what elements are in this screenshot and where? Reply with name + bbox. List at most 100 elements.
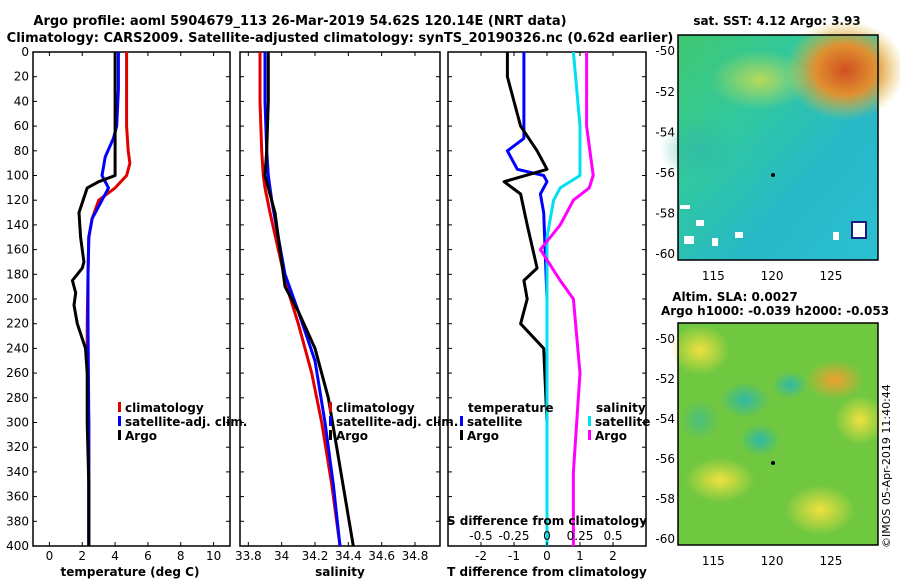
legend-swatch-argo bbox=[118, 430, 121, 440]
temperature-plot bbox=[70, 52, 132, 546]
legend-title-salinity: salinity bbox=[596, 401, 646, 415]
x-tick-label: 33.8 bbox=[235, 549, 262, 563]
sst-map bbox=[660, 20, 900, 261]
sst-map-title: sat. SST: 4.12 Argo: 3.93 bbox=[693, 14, 860, 28]
legend-swatch-t-argo bbox=[460, 430, 463, 440]
legend-label-climatology: climatology bbox=[125, 401, 204, 415]
legend-label-argo: Argo bbox=[125, 429, 157, 443]
sla-cyan-region bbox=[720, 382, 770, 418]
sst-missing-data bbox=[833, 232, 839, 240]
x-tick-label: 0 bbox=[543, 549, 551, 563]
sst-missing-data bbox=[735, 232, 743, 238]
y-tick-label: 340 bbox=[6, 465, 29, 479]
series-line-s-satellite bbox=[545, 52, 582, 546]
series-line-climatology bbox=[258, 52, 342, 546]
x2-tick-label: 0.5 bbox=[603, 529, 622, 543]
legend-swatch-climatology bbox=[118, 402, 121, 412]
sst-missing-data bbox=[696, 220, 704, 226]
sst-map-frame bbox=[677, 34, 879, 261]
sst-warm-region bbox=[785, 20, 900, 120]
salinity-plot bbox=[258, 52, 355, 546]
y-tick-label: 320 bbox=[6, 440, 29, 454]
y-tick-label: 400 bbox=[6, 539, 29, 553]
y-tick-label: 20 bbox=[14, 70, 29, 84]
map-y-tick-label: -60 bbox=[655, 532, 675, 546]
argo-location-marker bbox=[771, 173, 775, 177]
sla-cyan-region bbox=[740, 424, 780, 456]
sla-yellow-region bbox=[670, 325, 730, 375]
legend-label-s-argo: Argo bbox=[595, 429, 627, 443]
legend-title-temperature: temperature bbox=[468, 401, 553, 415]
x-tick-label: 2 bbox=[78, 549, 86, 563]
x-tick-label: 34.4 bbox=[335, 549, 362, 563]
map-y-tick-label: -52 bbox=[655, 372, 675, 386]
x-tick-label: 1 bbox=[576, 549, 584, 563]
sla-map bbox=[670, 322, 885, 546]
sla-map-title-1: Altim. SLA: 0.0027 bbox=[672, 290, 798, 304]
map-y-tick-label: -58 bbox=[655, 492, 675, 506]
map-y-tick-label: -58 bbox=[655, 206, 675, 220]
sst-missing-data bbox=[712, 238, 718, 246]
y-tick-label: 40 bbox=[14, 94, 29, 108]
x-tick-label: 34.8 bbox=[402, 549, 429, 563]
y-tick-label: 120 bbox=[6, 193, 29, 207]
sst-cyan-region bbox=[660, 120, 740, 180]
x-tick-label: 2 bbox=[609, 549, 617, 563]
x-tick-label: 10 bbox=[206, 549, 221, 563]
legend-swatch-t-satellite bbox=[460, 416, 463, 426]
sla-cyan-region bbox=[772, 371, 808, 399]
y-tick-label: 380 bbox=[6, 514, 29, 528]
temperature-axis-label: temperature (deg C) bbox=[61, 565, 200, 579]
legend-label-t-satellite: satellite bbox=[467, 415, 522, 429]
difference-plot bbox=[502, 52, 595, 546]
x-tick-label: 8 bbox=[177, 549, 185, 563]
axes: 0204060801001201401601802002202402602803… bbox=[6, 44, 842, 568]
sla-orange-region bbox=[805, 360, 865, 400]
map-y-tick-label: -50 bbox=[655, 332, 675, 346]
y-tick-label: 260 bbox=[6, 366, 29, 380]
x-tick-label: 4 bbox=[111, 549, 119, 563]
legend-label-s-satellite: satellite bbox=[595, 415, 650, 429]
difference-legend: temperature satellite Argo salinity sate… bbox=[460, 401, 650, 443]
y-tick-label: 200 bbox=[6, 292, 29, 306]
temperature-panel-frame bbox=[32, 51, 231, 547]
map-y-tick-label: -50 bbox=[655, 44, 675, 58]
series-line-climatology bbox=[85, 52, 132, 546]
argo-location-marker bbox=[771, 461, 775, 465]
y-tick-label: 220 bbox=[6, 317, 29, 331]
series-line-s-argo bbox=[538, 52, 595, 546]
legend-label-satellite: satellite-adj. clim. bbox=[125, 415, 247, 429]
sst-missing-data bbox=[851, 221, 867, 239]
x2-tick-label: -0.25 bbox=[498, 529, 529, 543]
map-x-tick-label: 125 bbox=[819, 554, 842, 568]
x-tick-label: 0 bbox=[46, 549, 54, 563]
y-tick-label: 100 bbox=[6, 169, 29, 183]
sst-missing-data bbox=[684, 236, 694, 244]
sla-yellow-region bbox=[785, 485, 855, 535]
x-tick-label: 6 bbox=[144, 549, 152, 563]
title-line-2: Climatology: CARS2009. Satellite-adjuste… bbox=[7, 31, 674, 46]
temperature-legend: climatology satellite-adj. clim. Argo bbox=[118, 401, 247, 443]
map-y-tick-label: -60 bbox=[655, 247, 675, 261]
legend-label-argo: Argo bbox=[336, 429, 368, 443]
y-tick-label: 140 bbox=[6, 218, 29, 232]
sla-map-title-2: Argo h1000: -0.039 h2000: -0.053 bbox=[661, 304, 889, 318]
map-y-tick-label: -56 bbox=[655, 452, 675, 466]
x2-tick-label: 0 bbox=[543, 529, 551, 543]
map-x-tick-label: 115 bbox=[702, 269, 725, 283]
salinity-legend: climatology satellite-adj. clim. Argo bbox=[329, 401, 458, 443]
y-tick-label: 280 bbox=[6, 391, 29, 405]
y-tick-label: 160 bbox=[6, 243, 29, 257]
y-tick-label: 360 bbox=[6, 490, 29, 504]
x-tick-label: 34.2 bbox=[302, 549, 329, 563]
legend-swatch-climatology bbox=[329, 402, 332, 412]
map-y-tick-label: -52 bbox=[655, 85, 675, 99]
sla-map-frame bbox=[677, 322, 879, 546]
x-tick-label: 34.6 bbox=[368, 549, 395, 563]
s-difference-axis-label: S difference from climatology bbox=[447, 514, 647, 528]
map-x-tick-label: 125 bbox=[819, 269, 842, 283]
map-x-tick-label: 115 bbox=[702, 554, 725, 568]
x-tick-label: -1 bbox=[508, 549, 520, 563]
x-tick-label: 34 bbox=[274, 549, 289, 563]
